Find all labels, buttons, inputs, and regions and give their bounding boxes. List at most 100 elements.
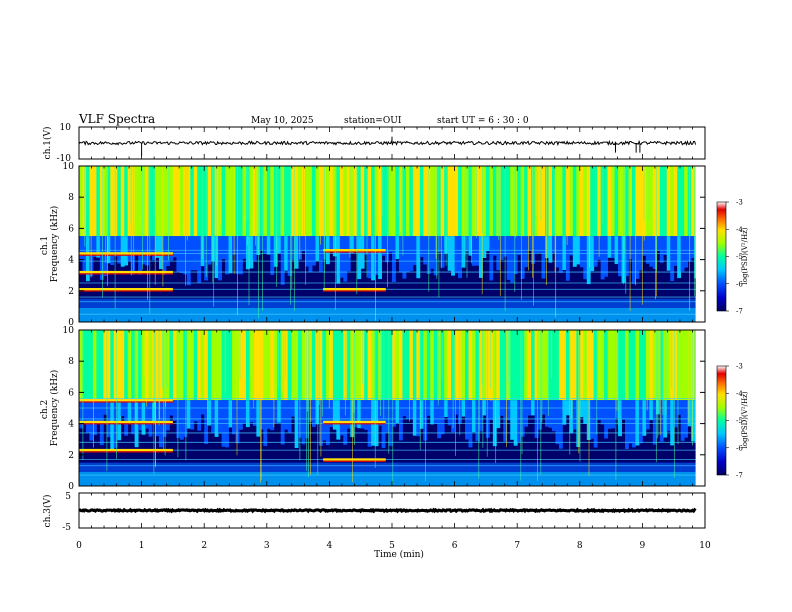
hiss-cell xyxy=(398,330,403,401)
hiss-cell xyxy=(548,330,553,401)
hiss-cell xyxy=(270,330,275,401)
hiss-cell xyxy=(138,330,142,401)
hiss-tail-cell xyxy=(165,400,170,431)
hiss-cell xyxy=(82,330,87,401)
date-label: May 10, 2025 xyxy=(251,116,314,126)
hiss-tail-cell xyxy=(433,400,438,424)
hiss-tail-cell xyxy=(266,236,271,255)
hiss-cell xyxy=(294,166,299,237)
hiss-tail-cell xyxy=(228,400,233,428)
hiss-tail-cell xyxy=(113,236,118,257)
hiss-tail-cell xyxy=(423,400,428,441)
hiss-tail-cell xyxy=(451,236,455,276)
hiss-cell xyxy=(597,330,602,401)
hiss-cell xyxy=(315,330,320,401)
hiss-cell xyxy=(131,166,136,237)
hiss-cell xyxy=(503,330,508,401)
hiss-cell xyxy=(614,166,619,237)
hiss-tail-cell xyxy=(412,236,417,266)
hiss-tail-cell xyxy=(656,236,661,251)
hiss-cell xyxy=(85,166,90,237)
hiss-tail-cell xyxy=(579,400,584,418)
hiss-tail-cell xyxy=(416,236,421,279)
hiss-tail-cell xyxy=(597,400,602,420)
hiss-tail-cell xyxy=(172,236,177,258)
hiss-cell xyxy=(79,330,83,401)
hiss-tail-cell xyxy=(562,400,567,425)
freq-tick-label: 4 xyxy=(68,420,74,430)
hiss-cell xyxy=(489,166,494,237)
hiss-cell xyxy=(673,330,678,401)
hiss-tail-cell xyxy=(645,400,650,430)
hiss-cell xyxy=(579,166,584,237)
hiss-cell xyxy=(590,330,595,401)
time-tick-label: 4 xyxy=(327,541,333,551)
hiss-tail-cell xyxy=(541,400,546,415)
hiss-tail-cell xyxy=(395,400,400,424)
hiss-cell xyxy=(325,166,330,237)
hiss-tail-cell xyxy=(360,400,365,429)
hiss-cell xyxy=(485,330,490,401)
hiss-tail-cell xyxy=(691,400,695,442)
time-tick-label: 2 xyxy=(201,541,207,551)
hiss-tail-cell xyxy=(291,400,296,417)
hiss-tail-cell xyxy=(197,400,202,431)
hiss-tail-cell xyxy=(642,400,647,436)
hiss-tail-cell xyxy=(204,400,209,444)
hiss-tail-cell xyxy=(336,236,341,284)
hiss-cell xyxy=(207,166,212,237)
hiss-cell xyxy=(186,330,191,401)
hiss-cell xyxy=(454,166,459,237)
hiss-cell xyxy=(350,166,355,237)
hiss-cell xyxy=(534,330,539,401)
hiss-cell xyxy=(228,166,233,237)
hiss-tail-cell xyxy=(329,236,334,252)
hiss-tail-cell xyxy=(225,236,229,275)
time-tick-label: 3 xyxy=(264,541,270,551)
hiss-tail-cell xyxy=(127,400,132,425)
hiss-cell xyxy=(127,330,132,401)
hiss-tail-cell xyxy=(89,400,94,441)
hiss-tail-cell xyxy=(430,400,435,425)
hiss-cell xyxy=(374,330,379,401)
hiss-cell xyxy=(134,166,139,237)
hiss-tail-cell xyxy=(117,400,122,441)
band-segment xyxy=(79,448,173,452)
hiss-tail-cell xyxy=(593,236,598,267)
hiss-cell xyxy=(426,330,431,401)
hiss-tail-cell xyxy=(569,400,574,434)
time-tick-label: 10 xyxy=(699,541,711,551)
time-tick-label: 6 xyxy=(452,541,458,551)
hiss-tail-cell xyxy=(155,400,160,437)
hiss-tail-cell xyxy=(385,400,389,433)
hiss-tail-cell xyxy=(329,400,334,428)
hiss-cell xyxy=(433,166,438,237)
hiss-tail-cell xyxy=(482,236,487,258)
hiss-cell xyxy=(541,330,546,401)
hiss-cell xyxy=(113,330,118,401)
hiss-tail-cell xyxy=(433,236,438,276)
hiss-tail-cell xyxy=(419,236,424,258)
hiss-tail-cell xyxy=(197,236,202,283)
hiss-tail-cell xyxy=(510,400,515,440)
hiss-cell xyxy=(475,166,480,237)
band-segment-core xyxy=(323,460,386,462)
hiss-tail-cell xyxy=(538,236,542,254)
hiss-tail-cell xyxy=(545,400,549,427)
ch2-freq-ticks: 0 2 4 6 8 10 xyxy=(63,326,705,492)
ch2-colorbar: -3 -4 -5 -6 -7 log(PSD)(V²/Hz) xyxy=(716,363,749,480)
hiss-tail-cell xyxy=(545,236,549,259)
hiss-cell xyxy=(385,166,389,237)
hiss-cell xyxy=(315,166,320,237)
station-label: station=OUI xyxy=(344,116,402,126)
hiss-cell xyxy=(287,330,292,401)
hiss-tail-cell xyxy=(600,236,605,280)
hiss-cell xyxy=(618,330,622,401)
hiss-cell xyxy=(148,166,153,237)
hiss-tail-cell xyxy=(506,400,511,421)
hiss-cell xyxy=(336,330,341,401)
hiss-cell xyxy=(670,330,675,401)
hiss-cell xyxy=(499,166,504,237)
hiss-tail-cell xyxy=(315,400,320,425)
ch2-channel-label: ch.2 Frequency (kHz) xyxy=(40,370,60,447)
